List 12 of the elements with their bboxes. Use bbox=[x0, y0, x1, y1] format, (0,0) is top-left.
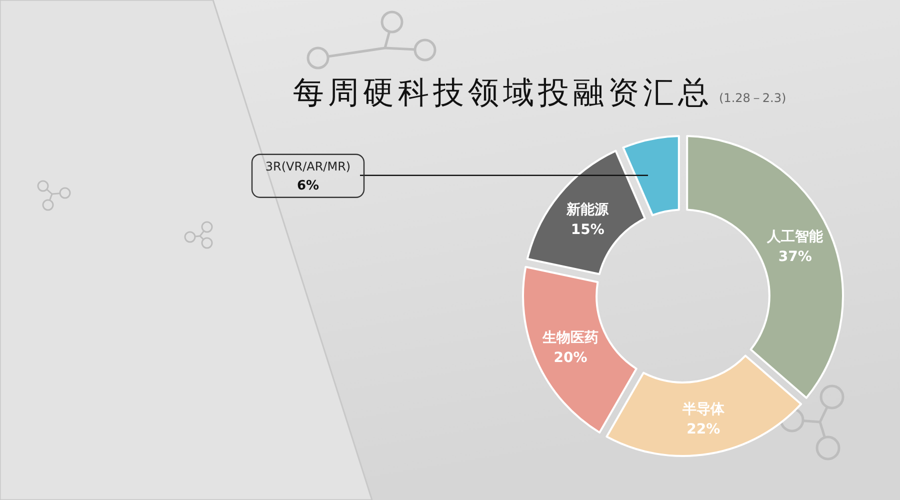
data-label: 37% bbox=[778, 248, 812, 265]
chart-title: 每周硬科技领域投融资汇总 bbox=[293, 75, 713, 111]
data-label: 6% bbox=[296, 178, 320, 194]
data-label: 15% bbox=[570, 222, 604, 238]
slice-label: 人工智能 bbox=[766, 228, 824, 245]
data-label: 22% bbox=[686, 422, 720, 438]
slice-label: 3R(VR/AR/MR) bbox=[265, 159, 351, 174]
slice-label: 半导体 bbox=[681, 402, 726, 418]
chart-subtitle: (1.28－2.3) bbox=[719, 91, 786, 105]
slice-label: 新能源 bbox=[566, 201, 610, 218]
data-label: 20% bbox=[554, 350, 588, 366]
slice-label: 生物医药 bbox=[541, 330, 598, 346]
